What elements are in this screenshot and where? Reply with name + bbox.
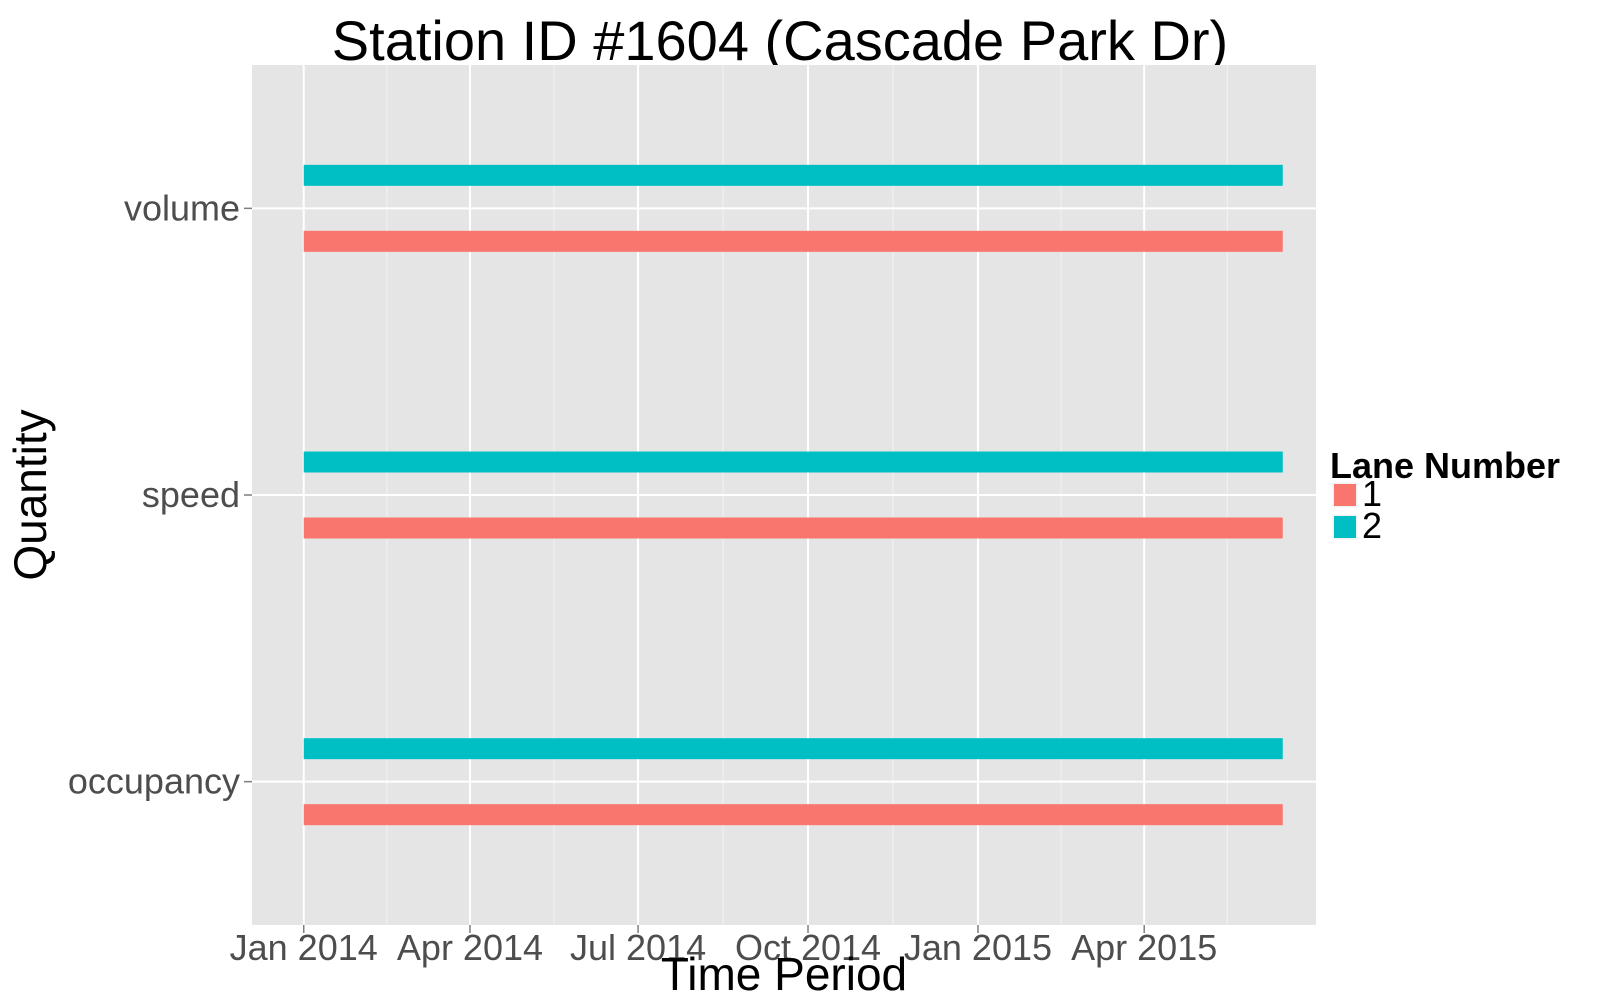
x-axis-title: Time Period — [661, 948, 907, 1000]
x-tick-label: Jan 2015 — [904, 927, 1052, 968]
x-tick-label: Apr 2014 — [397, 927, 543, 968]
legend-items: 12 — [1331, 473, 1382, 546]
legend-label: 2 — [1362, 505, 1382, 546]
x-tick-label: Jan 2014 — [230, 927, 378, 968]
bar-occupancy-lane-2 — [303, 738, 1283, 760]
bar-volume-lane-2 — [303, 164, 1283, 186]
y-tick-label: volume — [124, 187, 240, 228]
bar-volume-lane-1 — [303, 230, 1283, 252]
y-tick-label: speed — [142, 474, 240, 515]
legend-title: Lane Number — [1330, 445, 1560, 486]
axes-layer: Jan 2014 Apr 2014 Jul 2014 Oct 2014 Jan 2015… — [68, 187, 1217, 968]
y-axis-title: Quantity — [4, 409, 56, 580]
x-tick-label: Apr 2015 — [1071, 927, 1217, 968]
bar-speed-lane-1 — [303, 517, 1283, 539]
chart-title: Station ID #1604 (Cascade Park Dr) — [332, 9, 1228, 72]
legend-key-swatch — [1334, 484, 1356, 506]
bar-occupancy-lane-1 — [303, 804, 1283, 826]
y-tick-label: occupancy — [68, 761, 240, 802]
legend: Lane Number 12 — [1330, 445, 1560, 546]
grid-layer — [252, 65, 1316, 925]
x-tick-label: Jul 2014 — [570, 927, 706, 968]
bars-layer — [303, 164, 1283, 826]
bar-speed-lane-2 — [303, 451, 1283, 473]
legend-label: 1 — [1362, 473, 1382, 514]
x-tick-label: Oct 2014 — [735, 927, 881, 968]
legend-key-swatch — [1334, 516, 1356, 538]
